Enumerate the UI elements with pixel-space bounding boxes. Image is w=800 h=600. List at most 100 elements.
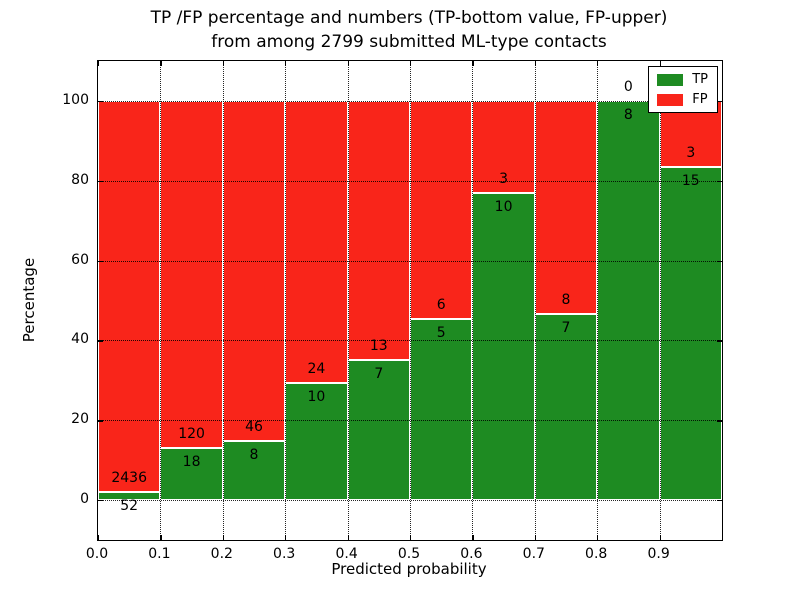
bar-tp-segment — [98, 491, 161, 501]
y-tick-label: 0 — [80, 491, 89, 508]
x-tick — [285, 535, 287, 540]
bar-fp-segment — [222, 100, 286, 441]
fp-count-label: 3 — [686, 145, 696, 162]
tp-count-label: 10 — [494, 199, 513, 215]
bar-tp-segment — [410, 318, 473, 501]
tp-count-label: 8 — [623, 106, 633, 123]
bar-fp-segment — [285, 100, 348, 383]
x-tick — [534, 535, 537, 540]
x-tick — [222, 535, 225, 540]
x-axis-label: Predicted probability — [331, 560, 487, 578]
legend-label-tp: TP — [692, 72, 708, 87]
bar-tp-segment — [160, 448, 223, 501]
fp-count-label: 120 — [178, 426, 205, 443]
y-tick — [717, 180, 722, 183]
y-tick-label: 100 — [62, 91, 89, 108]
x-tick — [222, 61, 225, 66]
y-tick — [717, 100, 722, 103]
tp-count-label: 15 — [681, 173, 700, 190]
x-tick — [410, 535, 412, 540]
y-tick — [98, 100, 103, 103]
y-tick — [98, 340, 103, 342]
y-tick-label: 80 — [71, 171, 89, 188]
x-tick — [98, 535, 100, 540]
y-tick — [98, 500, 103, 502]
tp-count-label: 8 — [249, 446, 259, 463]
x-gridline — [534, 61, 536, 540]
bar-fp-segment — [410, 100, 473, 319]
fp-count-label: 2436 — [111, 469, 148, 486]
bar-fp-segment — [160, 100, 223, 449]
x-tick — [534, 61, 537, 66]
tp-count-label: 10 — [307, 388, 326, 405]
legend-label-fp: FP — [692, 92, 708, 107]
x-tick-label: 0.4 — [335, 546, 358, 562]
plot-area: 2436 52 120 18 46 8 24 10 13 7 6 5 3 10 8 7 0 8 3 15 TP FP — [97, 60, 723, 541]
legend-row-fp: FP — [657, 93, 708, 106]
x-gridline — [347, 61, 349, 540]
bar-tp-segment — [597, 100, 660, 501]
x-gridline — [222, 61, 224, 540]
legend: TP FP — [648, 66, 718, 113]
fp-count-label: 13 — [369, 338, 388, 355]
bar-tp-segment — [472, 193, 535, 501]
x-tick — [659, 535, 661, 540]
fp-count-label: 46 — [245, 418, 263, 435]
y-tick — [717, 420, 722, 422]
bar-tp-segment — [347, 360, 410, 501]
tp-count-label: 7 — [374, 366, 384, 383]
x-tick — [597, 535, 599, 540]
bar-tp-segment — [659, 167, 722, 501]
x-tick-label: 0.3 — [273, 546, 296, 562]
legend-row-tp: TP — [657, 73, 708, 86]
x-tick-label: 0.0 — [85, 546, 109, 562]
x-tick — [472, 61, 474, 66]
x-gridline — [285, 61, 287, 540]
y-tick-label: 20 — [71, 411, 89, 428]
y-tick — [98, 260, 103, 262]
bar-fp-segment — [98, 100, 161, 492]
y-tick — [717, 500, 722, 502]
y-tick — [717, 260, 722, 262]
x-gridline — [472, 61, 474, 540]
x-tick-label: 0.2 — [210, 546, 233, 562]
x-tick — [98, 61, 100, 66]
y-tick-label: 40 — [71, 331, 89, 348]
x-gridline — [597, 61, 599, 540]
y-tick — [98, 180, 103, 183]
chart-title-line2: from among 2799 submitted ML-type contac… — [211, 32, 607, 52]
y-axis-label: Percentage — [20, 257, 38, 343]
fp-count-label: 0 — [623, 78, 633, 95]
fp-count-label: 3 — [499, 171, 509, 188]
x-tick-label: 0.8 — [585, 546, 608, 562]
x-tick-label: 0.9 — [647, 546, 670, 562]
x-tick — [410, 61, 412, 66]
x-tick — [597, 61, 599, 66]
y-tick — [98, 420, 103, 422]
x-gridline — [659, 61, 661, 540]
x-tick-label: 0.1 — [148, 546, 171, 562]
x-gridline — [410, 61, 411, 540]
x-tick — [472, 535, 474, 540]
y-tick-label: 60 — [71, 251, 89, 268]
tp-count-label: 7 — [561, 319, 571, 336]
fp-count-label: 8 — [561, 291, 571, 308]
tp-count-label: 18 — [182, 454, 201, 470]
x-tick-label: 0.5 — [397, 546, 421, 562]
x-tick-label: 0.7 — [522, 546, 545, 562]
x-tick — [160, 535, 162, 540]
fp-swatch-icon — [657, 93, 684, 106]
chart-title-line1: TP /FP percentage and numbers (TP-bottom… — [150, 8, 668, 28]
tp-swatch-icon — [657, 73, 684, 86]
fp-count-label: 24 — [307, 360, 326, 377]
bar-tp-segment — [534, 313, 598, 501]
fp-count-label: 6 — [436, 296, 446, 313]
x-gridline — [160, 61, 162, 540]
x-tick-label: 0.6 — [460, 546, 483, 562]
x-tick — [659, 61, 661, 66]
y-tick — [717, 340, 722, 342]
bar-tp-segment — [285, 382, 348, 501]
bar-fp-segment — [534, 100, 598, 314]
tp-count-label: 5 — [436, 324, 446, 341]
